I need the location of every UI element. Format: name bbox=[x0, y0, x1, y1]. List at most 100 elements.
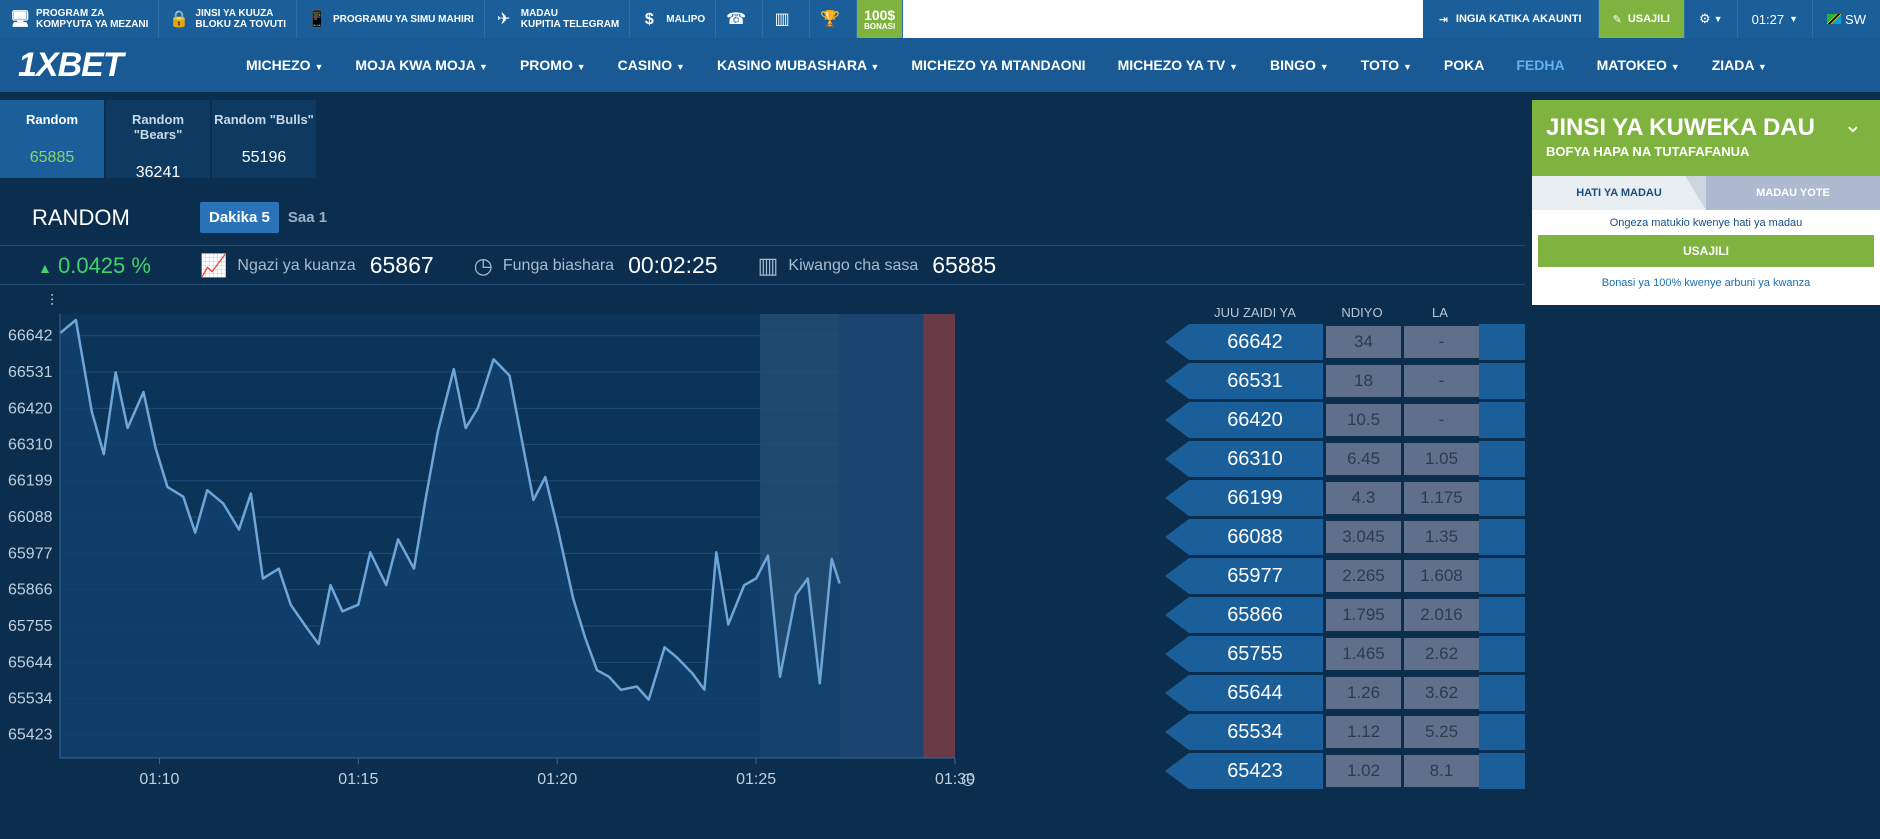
topbar-line1: MADAU bbox=[520, 8, 558, 19]
nav-item-ziada[interactable]: ZIADA ▼ bbox=[1696, 57, 1783, 73]
nav-item-matokeo[interactable]: MATOKEO ▼ bbox=[1581, 57, 1696, 73]
nav-item-fedha[interactable]: FEDHA bbox=[1500, 57, 1580, 73]
odds-yes-button[interactable]: 4.3 bbox=[1326, 482, 1401, 514]
odds-no-button[interactable]: 1.608 bbox=[1404, 560, 1479, 592]
period-tab-0[interactable]: Dakika 5 bbox=[200, 202, 279, 233]
odds-row: 65423 1.02 8.1 bbox=[1165, 753, 1525, 789]
price-chart[interactable]: 66642 66531 66420 66310 66199 66088 65977 65866… bbox=[0, 290, 1150, 830]
odds-yes-button[interactable]: 1.12 bbox=[1326, 716, 1401, 748]
odds-yes-button[interactable]: 18 bbox=[1326, 365, 1401, 397]
topbar-item-2[interactable]: 📱 PROGRAMU YA SIMU MAHIRI bbox=[297, 0, 485, 38]
topbar-item-3[interactable]: ✈ MADAU KUPITIA TELEGRAM bbox=[485, 0, 631, 38]
tab-betslip[interactable]: HATI YA MADAU bbox=[1532, 176, 1706, 210]
topbar-item-4[interactable]: $ MALIPO bbox=[630, 0, 717, 38]
odds-no-button[interactable]: 2.016 bbox=[1404, 599, 1479, 631]
close-label: Funga biashara bbox=[502, 256, 615, 274]
odds-yes-button[interactable]: 1.26 bbox=[1326, 677, 1401, 709]
zoom-icon: ⫶ bbox=[50, 293, 54, 310]
odds-yes-button[interactable]: 1.795 bbox=[1326, 599, 1401, 631]
y-tick-label: 66199 bbox=[8, 473, 53, 490]
odds-level: 65534 bbox=[1165, 714, 1323, 750]
chevron-down-icon: ▼ bbox=[314, 62, 324, 72]
price-area bbox=[60, 320, 840, 758]
trophy-button[interactable]: 🏆 bbox=[810, 0, 858, 38]
topbar-line1: JINSI YA KUUZA bbox=[195, 8, 274, 19]
main-nav: 1XBET MICHEZO ▼ MOJA KWA MOJA ▼ PROMO ▼ CAS… bbox=[0, 38, 1880, 92]
language-selector[interactable]: SW bbox=[1812, 0, 1880, 38]
period-tab-1[interactable]: Saa 1 bbox=[287, 209, 328, 226]
odds-no-button[interactable]: 2.62 bbox=[1404, 638, 1479, 670]
odds-no-button[interactable]: 1.05 bbox=[1404, 443, 1479, 475]
nav-item-label: ZIADA bbox=[1711, 57, 1754, 73]
random-tab-2[interactable]: Random "Bulls" 55196 bbox=[212, 100, 316, 178]
odds-level: 66310 bbox=[1165, 441, 1323, 477]
betslip-tabs: HATI YA MADAU MADAU YOTE bbox=[1532, 176, 1880, 210]
odds-no-button[interactable]: 5.25 bbox=[1404, 716, 1479, 748]
random-tab-1[interactable]: Random "Bears" 36241 bbox=[106, 100, 210, 181]
chevron-down-icon: ▼ bbox=[870, 62, 880, 72]
logo-text: 1XBET bbox=[18, 45, 124, 84]
nav-item-bingo[interactable]: BINGO ▼ bbox=[1254, 57, 1345, 73]
bonus-label: BONASI bbox=[864, 21, 896, 31]
open-value: 65867 bbox=[369, 252, 434, 278]
odds-no-button[interactable]: 1.35 bbox=[1404, 521, 1479, 553]
nav-item-poka[interactable]: POKA bbox=[1428, 57, 1500, 73]
odds-row: 66642 34 - bbox=[1165, 324, 1525, 360]
odds-yes-button[interactable]: 6.45 bbox=[1326, 443, 1401, 475]
nav-item-label: MICHEZO bbox=[246, 57, 311, 73]
odds-header-level: JUU ZAIDI YA bbox=[1214, 304, 1296, 320]
odds-yes-button[interactable]: 34 bbox=[1326, 326, 1401, 358]
odds-yes-button[interactable]: 3.045 bbox=[1326, 521, 1401, 553]
bar-chart-icon: ▥ bbox=[774, 10, 790, 28]
logo[interactable]: 1XBET bbox=[0, 46, 230, 85]
future-window bbox=[839, 314, 924, 758]
nav-item-moja-kwa-moja[interactable]: MOJA KWA MOJA ▼ bbox=[339, 57, 504, 73]
time-selector[interactable]: 01:27 ▼ bbox=[1736, 0, 1813, 38]
register-button[interactable]: ✎ USAJILI bbox=[1598, 0, 1684, 38]
odds-row: 66088 3.045 1.35 bbox=[1165, 519, 1525, 555]
odds-yes-button[interactable]: 2.265 bbox=[1326, 560, 1401, 592]
nav-item-michezo-ya-tv[interactable]: MICHEZO YA TV ▼ bbox=[1102, 57, 1254, 73]
settings-button[interactable]: ⚙ ▼ bbox=[1684, 0, 1737, 38]
chevron-down-icon[interactable]: ⌄ bbox=[1843, 112, 1862, 137]
chevron-down-icon: ▼ bbox=[479, 62, 488, 72]
odds-level: 66199 bbox=[1165, 480, 1323, 516]
nav-item-kasino-mubashara[interactable]: KASINO MUBASHARA ▼ bbox=[701, 57, 895, 73]
odds-row: 66199 4.3 1.175 bbox=[1165, 480, 1525, 516]
tab-all-bets[interactable]: MADAU YOTE bbox=[1706, 176, 1880, 210]
odds-row: 65644 1.26 3.62 bbox=[1165, 675, 1525, 711]
nav-item-michezo-ya-mtandaoni[interactable]: MICHEZO YA MTANDAONI bbox=[895, 57, 1101, 73]
bet-guide-header[interactable]: JINSI YA KUWEKA DAU BOFYA HAPA NA TUTAFA… bbox=[1532, 100, 1880, 176]
odds-no-button[interactable]: 1.175 bbox=[1404, 482, 1479, 514]
odds-row: 66420 10.5 - bbox=[1165, 402, 1525, 438]
odds-level: 65755 bbox=[1165, 636, 1323, 672]
bonus-badge[interactable]: 100$ BONASI bbox=[857, 0, 904, 38]
y-tick-label: 66088 bbox=[8, 509, 53, 526]
odds-no-button[interactable]: 3.62 bbox=[1404, 677, 1479, 709]
chevron-down-icon: ▼ bbox=[1713, 14, 1723, 24]
odds-no-button[interactable]: 8.1 bbox=[1404, 755, 1479, 787]
odds-yes-button[interactable]: 10.5 bbox=[1326, 404, 1401, 436]
random-tab-0[interactable]: Random 65885 bbox=[0, 100, 104, 178]
odds-no-button[interactable]: - bbox=[1404, 326, 1479, 358]
call-button[interactable]: ☎ bbox=[716, 0, 764, 38]
price-line bbox=[59, 318, 841, 701]
nav-item-michezo[interactable]: MICHEZO ▼ bbox=[230, 57, 339, 73]
nav-item-toto[interactable]: TOTO ▼ bbox=[1345, 57, 1428, 73]
promo-register-button[interactable]: USAJILI bbox=[1538, 235, 1874, 267]
odds-no-button[interactable]: - bbox=[1404, 404, 1479, 436]
odds-row-tail bbox=[1479, 480, 1525, 516]
topbar-item-0[interactable]: 🖥 PROGRAM ZA KOMPYUTA YA MEZANI bbox=[0, 0, 160, 38]
odds-no-button[interactable]: - bbox=[1404, 365, 1479, 397]
nav-item-casino[interactable]: CASINO ▼ bbox=[602, 57, 701, 73]
odds-level: 65977 bbox=[1165, 558, 1323, 594]
chevron-down-icon: ▼ bbox=[1670, 62, 1680, 72]
odds-yes-button[interactable]: 1.02 bbox=[1326, 755, 1401, 787]
odds-yes-button[interactable]: 1.465 bbox=[1326, 638, 1401, 670]
login-button[interactable]: ⇥ INGIA KATIKA AKAUNTI bbox=[1422, 0, 1599, 38]
nav-item-label: MICHEZO YA TV bbox=[1117, 57, 1226, 73]
language-code: SW bbox=[1845, 11, 1866, 27]
stats-button[interactable]: ▥ bbox=[763, 0, 811, 38]
topbar-item-1[interactable]: 🔒 JINSI YA KUUZA BLOKU ZA TOVUTI bbox=[159, 0, 297, 38]
nav-item-promo[interactable]: PROMO ▼ bbox=[504, 57, 602, 73]
